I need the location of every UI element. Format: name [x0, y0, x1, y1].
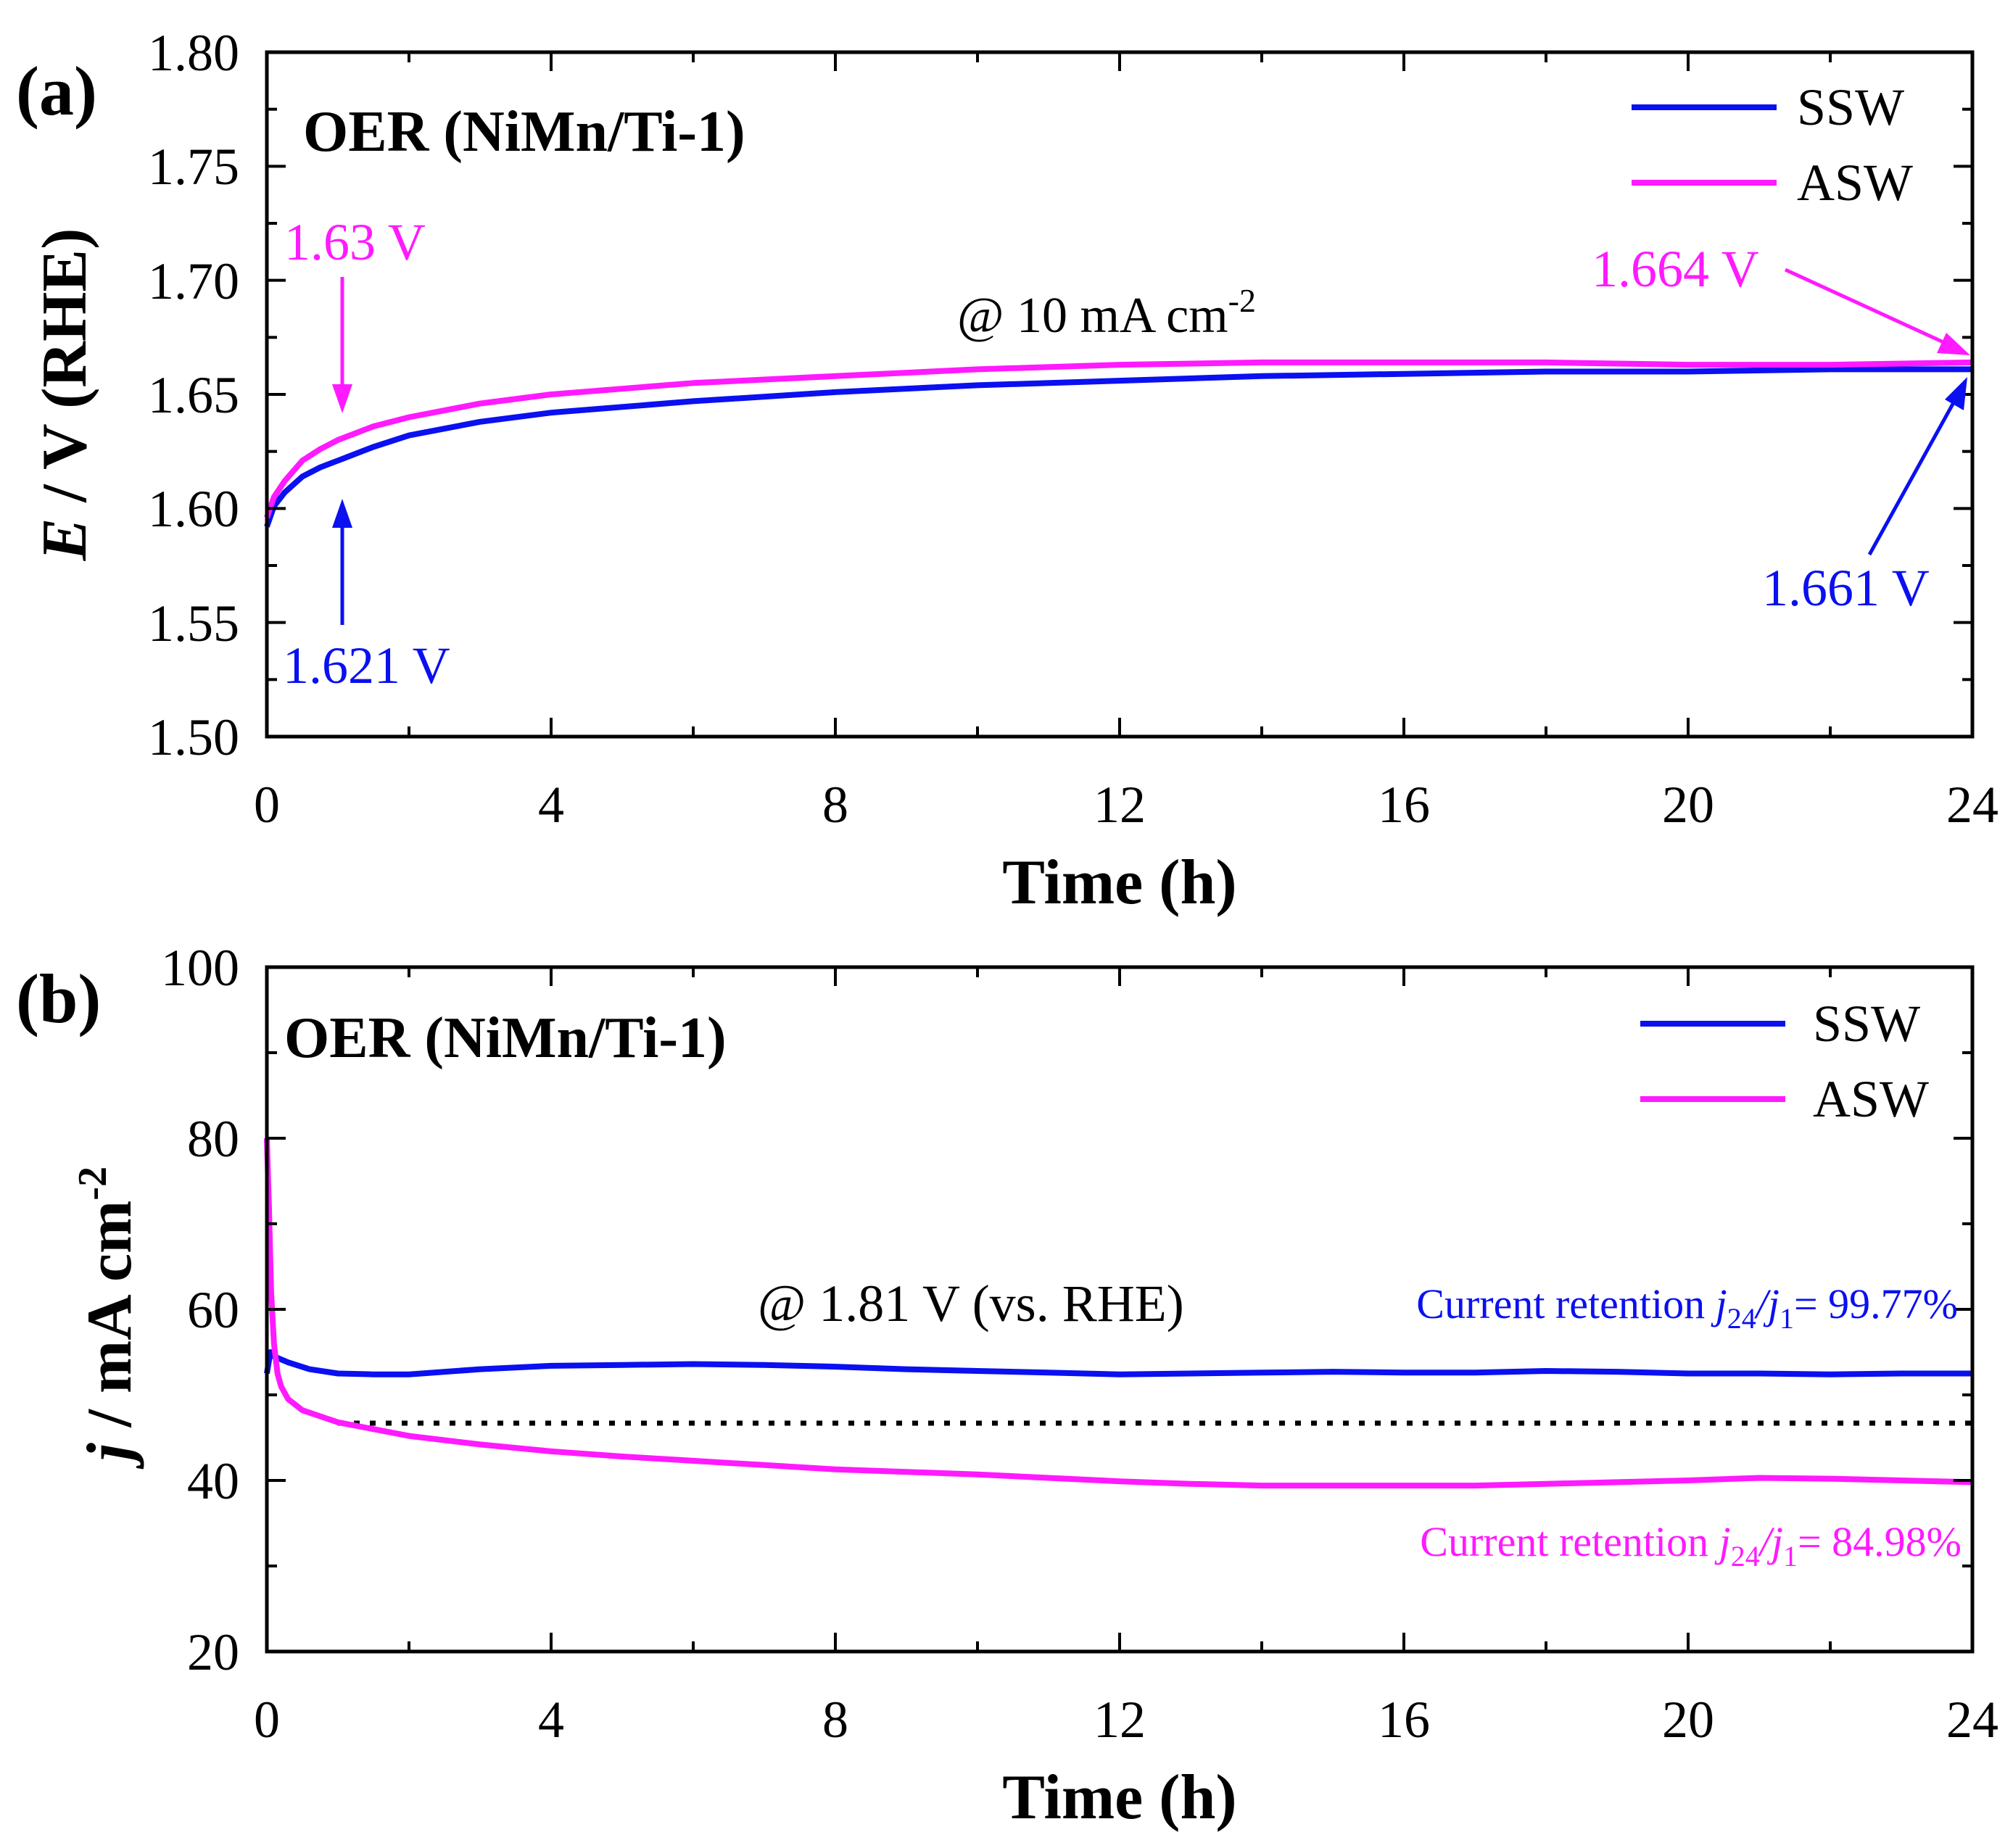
panel-a-series-group [264, 359, 1973, 528]
panel-a-title: OER (NiMn/Ti-1) [303, 100, 745, 164]
retention-sub24: 24 [1731, 1540, 1760, 1573]
b-ylabel-superscript: -2 [70, 1167, 115, 1201]
annotation-asw-1h-label: 1.63 V [284, 213, 426, 271]
a-xtick-label: 4 [538, 776, 564, 834]
b-ytick-label: 20 [187, 1623, 239, 1681]
a-condition-text: @ 10 mA cm [957, 288, 1228, 344]
panel-b-annotations: Current retention j24/j1= 99.77% Current… [1416, 1280, 1962, 1573]
panel-b-title: OER (NiMn/Ti-1) [284, 1006, 727, 1070]
panel-b-series-group [264, 1138, 1973, 1489]
panel-a-x-tick-labels: 0 4 8 12 16 20 24 [254, 776, 1998, 834]
panel-b-ticks [265, 966, 1974, 1653]
a-xtick-label: 12 [1094, 776, 1146, 834]
series-ssw-line [264, 1349, 1972, 1377]
retention-prefix: Current retention [1420, 1518, 1719, 1565]
a-ytick-label: 1.65 [148, 366, 239, 424]
annotation-asw-24h-arrow [1784, 268, 1970, 355]
a-xtick-label: 20 [1662, 776, 1714, 834]
panel-label-a: (a) [16, 52, 97, 130]
b-ytick-label: 80 [187, 1110, 239, 1168]
annotation-ssw-24h-label: 1.661 V [1762, 559, 1930, 617]
a-xtick-label: 24 [1946, 776, 1998, 834]
a-ylabel-unit: / V (RHE) [30, 228, 100, 518]
retention-value: = 99.77% [1794, 1280, 1958, 1327]
panel-a-annotations: 1.63 V 1.621 V 1.664 V 1.661 V [283, 213, 1970, 695]
retention-prefix: Current retention [1416, 1280, 1715, 1327]
annotation-ssw-1h-arrow [332, 499, 352, 625]
a-xtick-label: 16 [1378, 776, 1430, 834]
annotation-asw-24h-label: 1.664 V [1592, 240, 1759, 298]
b-ytick-label: 40 [187, 1452, 239, 1510]
a-condition-superscript: -2 [1228, 282, 1256, 319]
panel-b-condition: @ 1.81 V (vs. RHE) [758, 1275, 1184, 1333]
panel-label-b: (b) [16, 960, 101, 1037]
legend-b-asw-label: ASW [1813, 1070, 1929, 1128]
arrow-head [332, 384, 352, 413]
series-asw-line [264, 359, 1973, 519]
arrow-shaft [1867, 397, 1958, 556]
series-asw-line [264, 1138, 1973, 1489]
a-ytick-label: 1.60 [148, 480, 239, 538]
a-ylabel-symbol: E [30, 518, 100, 562]
b-xtick-label: 20 [1662, 1691, 1714, 1749]
a-ytick-label: 1.75 [148, 138, 239, 196]
b-xtick-label: 24 [1946, 1691, 1998, 1749]
a-xtick-label: 0 [254, 776, 280, 834]
retention-sub1: 1 [1783, 1540, 1798, 1573]
arrow-shaft [1784, 268, 1945, 344]
panel-a-condition: @ 10 mA cm-2 [957, 282, 1256, 344]
legend-a-ssw-label: SSW [1797, 78, 1904, 136]
ssw-retention-annotation: Current retention j24/j1= 99.77% [1416, 1280, 1958, 1335]
b-xtick-label: 0 [254, 1691, 280, 1749]
b-xtick-label: 4 [538, 1691, 564, 1749]
b-ytick-label: 100 [161, 939, 239, 997]
panel-a-legend: SSW ASW [1632, 78, 1913, 212]
panel-b-x-tick-labels: 0 4 8 12 16 20 24 [254, 1691, 1998, 1749]
annotation-ssw-1h-label: 1.621 V [283, 637, 450, 695]
b-xtick-label: 12 [1094, 1691, 1146, 1749]
annotation-asw-1h-arrow [332, 277, 352, 413]
panel-b-legend: SSW ASW [1640, 995, 1929, 1128]
panel-a-ticks [265, 51, 1974, 738]
panel-a-x-axis-label: Time (h) [1002, 848, 1236, 918]
a-ytick-label: 1.55 [148, 594, 239, 652]
panel-a-y-axis-label: E / V (RHE) [30, 228, 100, 562]
legend-a-asw-label: ASW [1797, 154, 1913, 212]
panel-a-y-tick-labels: 1.80 1.75 1.70 1.65 1.60 1.55 1.50 [148, 24, 239, 766]
b-xtick-label: 16 [1378, 1691, 1430, 1749]
panel-b-y-tick-labels: 100 80 60 40 20 [161, 939, 239, 1681]
arrow-head [332, 499, 352, 528]
panel-b-x-axis-label: Time (h) [1002, 1762, 1236, 1833]
arrow-head [1945, 377, 1967, 410]
retention-sub1: 1 [1780, 1302, 1794, 1335]
retention-value: = 84.98% [1798, 1518, 1962, 1565]
retention-sub24: 24 [1727, 1302, 1756, 1335]
panel-a: (a) 1.80 1.75 1.70 1.65 1.60 1.55 1.50 0… [16, 24, 1998, 918]
a-ytick-label: 1.50 [148, 708, 239, 766]
a-xtick-label: 8 [822, 776, 848, 834]
b-ylabel-unit: / mA cm [75, 1201, 145, 1443]
a-ytick-label: 1.80 [148, 24, 239, 82]
panel-b: (b) 100 80 60 40 20 0 4 8 12 16 20 24 Ti… [16, 939, 1998, 1833]
arrow-head [1937, 333, 1970, 355]
annotation-ssw-24h-arrow [1867, 377, 1967, 556]
a-ytick-label: 1.70 [148, 252, 239, 310]
panel-b-y-axis-label: j / mA cm-2 [70, 1167, 145, 1470]
b-ylabel-symbol: j [75, 1443, 145, 1470]
b-xtick-label: 8 [822, 1691, 848, 1749]
legend-b-ssw-label: SSW [1813, 995, 1920, 1053]
asw-retention-annotation: Current retention j24/j1= 84.98% [1420, 1518, 1962, 1573]
series-ssw-line [264, 366, 1972, 528]
b-ytick-label: 60 [187, 1281, 239, 1339]
